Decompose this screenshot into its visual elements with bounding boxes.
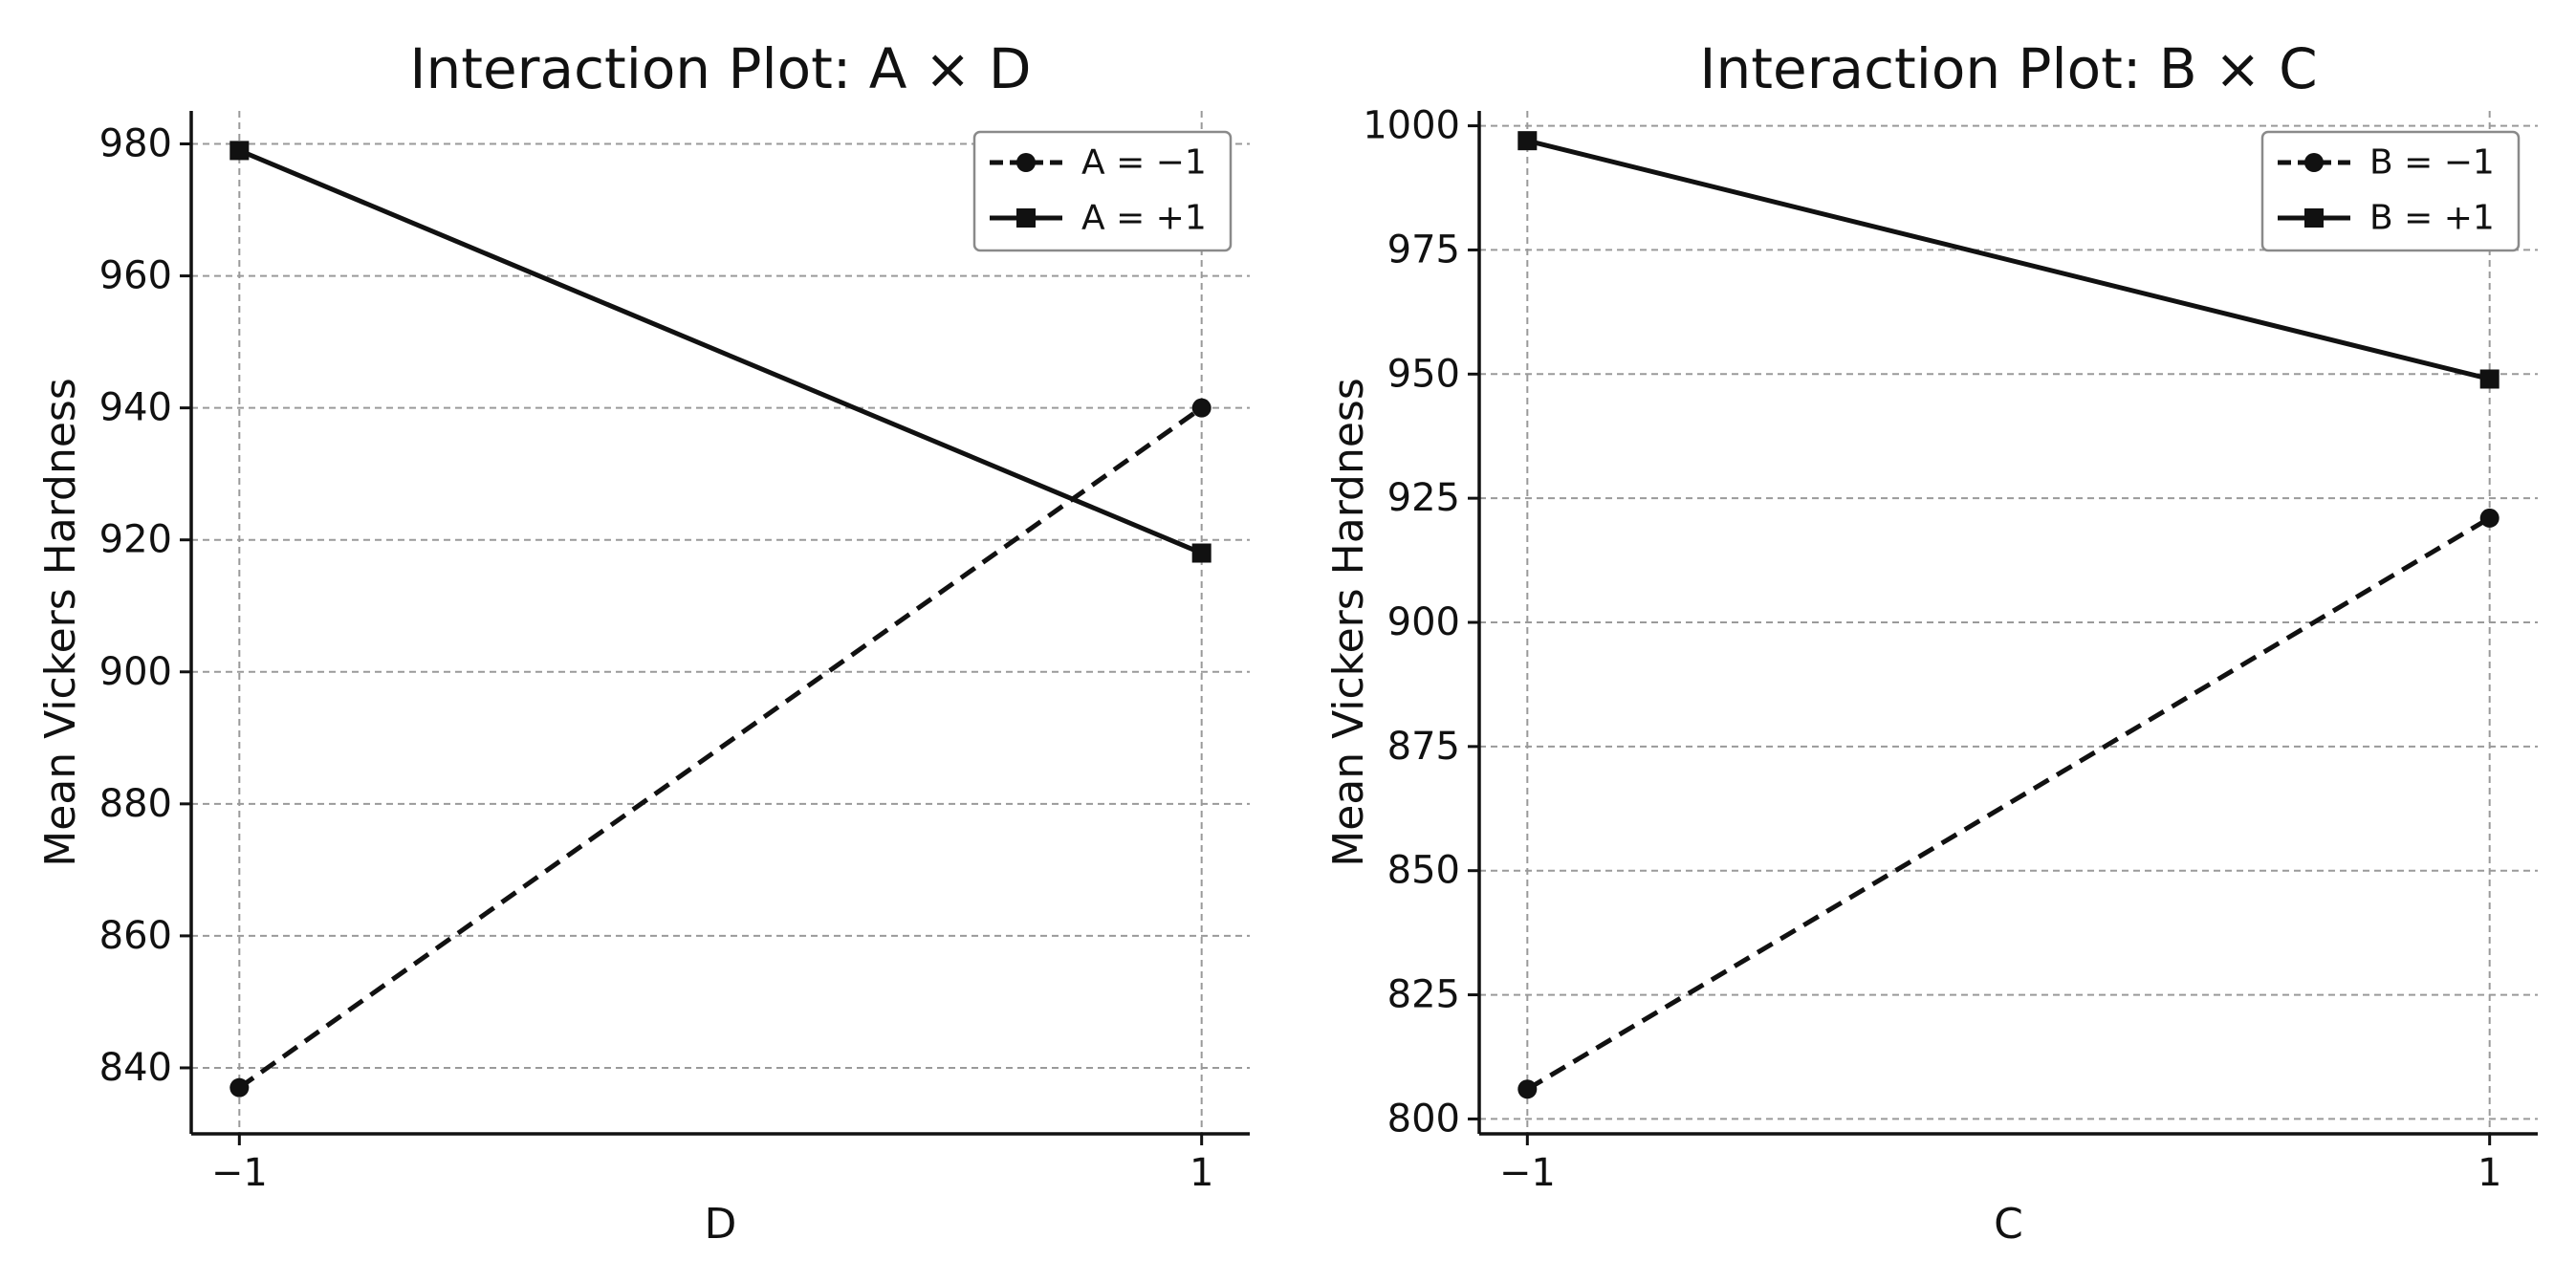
x-axis-label: D bbox=[705, 1200, 737, 1249]
series-line-1 bbox=[1526, 138, 2491, 381]
y-tick-label: 875 bbox=[1387, 725, 1460, 769]
legend: A = −1 A = +1 bbox=[972, 130, 1233, 252]
series-line-0 bbox=[1526, 515, 2491, 1092]
y-tick-label: 900 bbox=[99, 650, 172, 694]
y-tick-label: 825 bbox=[1387, 973, 1460, 1017]
legend-marker-circle bbox=[1016, 153, 1036, 172]
y-tick-label: 880 bbox=[99, 782, 172, 826]
x-axis-label: C bbox=[1994, 1200, 2023, 1249]
y-tick-label: 860 bbox=[99, 914, 172, 958]
y-tick-label: 900 bbox=[1387, 600, 1460, 644]
data-point-circle bbox=[1191, 398, 1212, 418]
x-tick-label: 1 bbox=[1190, 1151, 1213, 1195]
y-tick-label: 920 bbox=[99, 518, 172, 562]
y-tick-label: 950 bbox=[1387, 352, 1460, 396]
x-tick-label: −1 bbox=[1499, 1151, 1556, 1195]
y-tick-label: 980 bbox=[99, 122, 172, 166]
chart-panel-bc: 800 825 850 875 900 925 950 975 1000 −1 1 Interacti… bbox=[1288, 0, 2576, 1261]
series-line-0 bbox=[237, 405, 1204, 1090]
y-tick-label: 1000 bbox=[1363, 104, 1460, 148]
x-tick-label: 1 bbox=[2478, 1151, 2501, 1195]
y-tick-label: 800 bbox=[1387, 1097, 1460, 1141]
chart-panel-ad: 840 860 880 900 920 940 960 980 −1 1 Interaction P… bbox=[36, 36, 1250, 1249]
y-tick-label: 960 bbox=[99, 254, 172, 298]
y-tick-label: 840 bbox=[99, 1046, 172, 1090]
chart-bc: 800 825 850 875 900 925 950 975 1000 −1 1 Interacti… bbox=[1324, 36, 2538, 1249]
legend-marker-circle bbox=[2304, 153, 2324, 172]
x-tick-label: −1 bbox=[211, 1151, 268, 1195]
data-point-circle bbox=[229, 1077, 250, 1098]
data-point-square bbox=[1191, 543, 1212, 563]
data-point-square bbox=[229, 141, 250, 161]
legend-label: B = +1 bbox=[2369, 199, 2495, 238]
y-tick-label: 850 bbox=[1387, 849, 1460, 893]
chart-ad: 840 860 880 900 920 940 960 980 −1 1 Interaction P… bbox=[36, 36, 1250, 1249]
series-line-1 bbox=[238, 148, 1203, 555]
legend-marker-square bbox=[1016, 208, 1036, 228]
legend-marker-square bbox=[2304, 208, 2324, 228]
legend-label: B = −1 bbox=[2369, 143, 2495, 183]
data-point-circle bbox=[2479, 508, 2500, 528]
data-point-circle bbox=[1517, 1079, 1538, 1099]
legend-label: A = −1 bbox=[1081, 143, 1207, 183]
y-axis-label: Mean Vickers Hardness bbox=[1324, 378, 1373, 867]
y-tick-label: 925 bbox=[1387, 476, 1460, 520]
y-tick-label: 940 bbox=[99, 386, 172, 430]
y-tick-label: 975 bbox=[1387, 228, 1460, 272]
legend-label: A = +1 bbox=[1081, 199, 1207, 238]
chart-title: Interaction Plot: A × D bbox=[409, 36, 1031, 101]
y-axis-label: Mean Vickers Hardness bbox=[36, 378, 85, 867]
data-point-square bbox=[2479, 369, 2500, 389]
data-point-square bbox=[1517, 131, 1538, 151]
chart-title: Interaction Plot: B × C bbox=[1699, 36, 2317, 101]
legend: B = −1 B = +1 bbox=[2260, 130, 2521, 252]
